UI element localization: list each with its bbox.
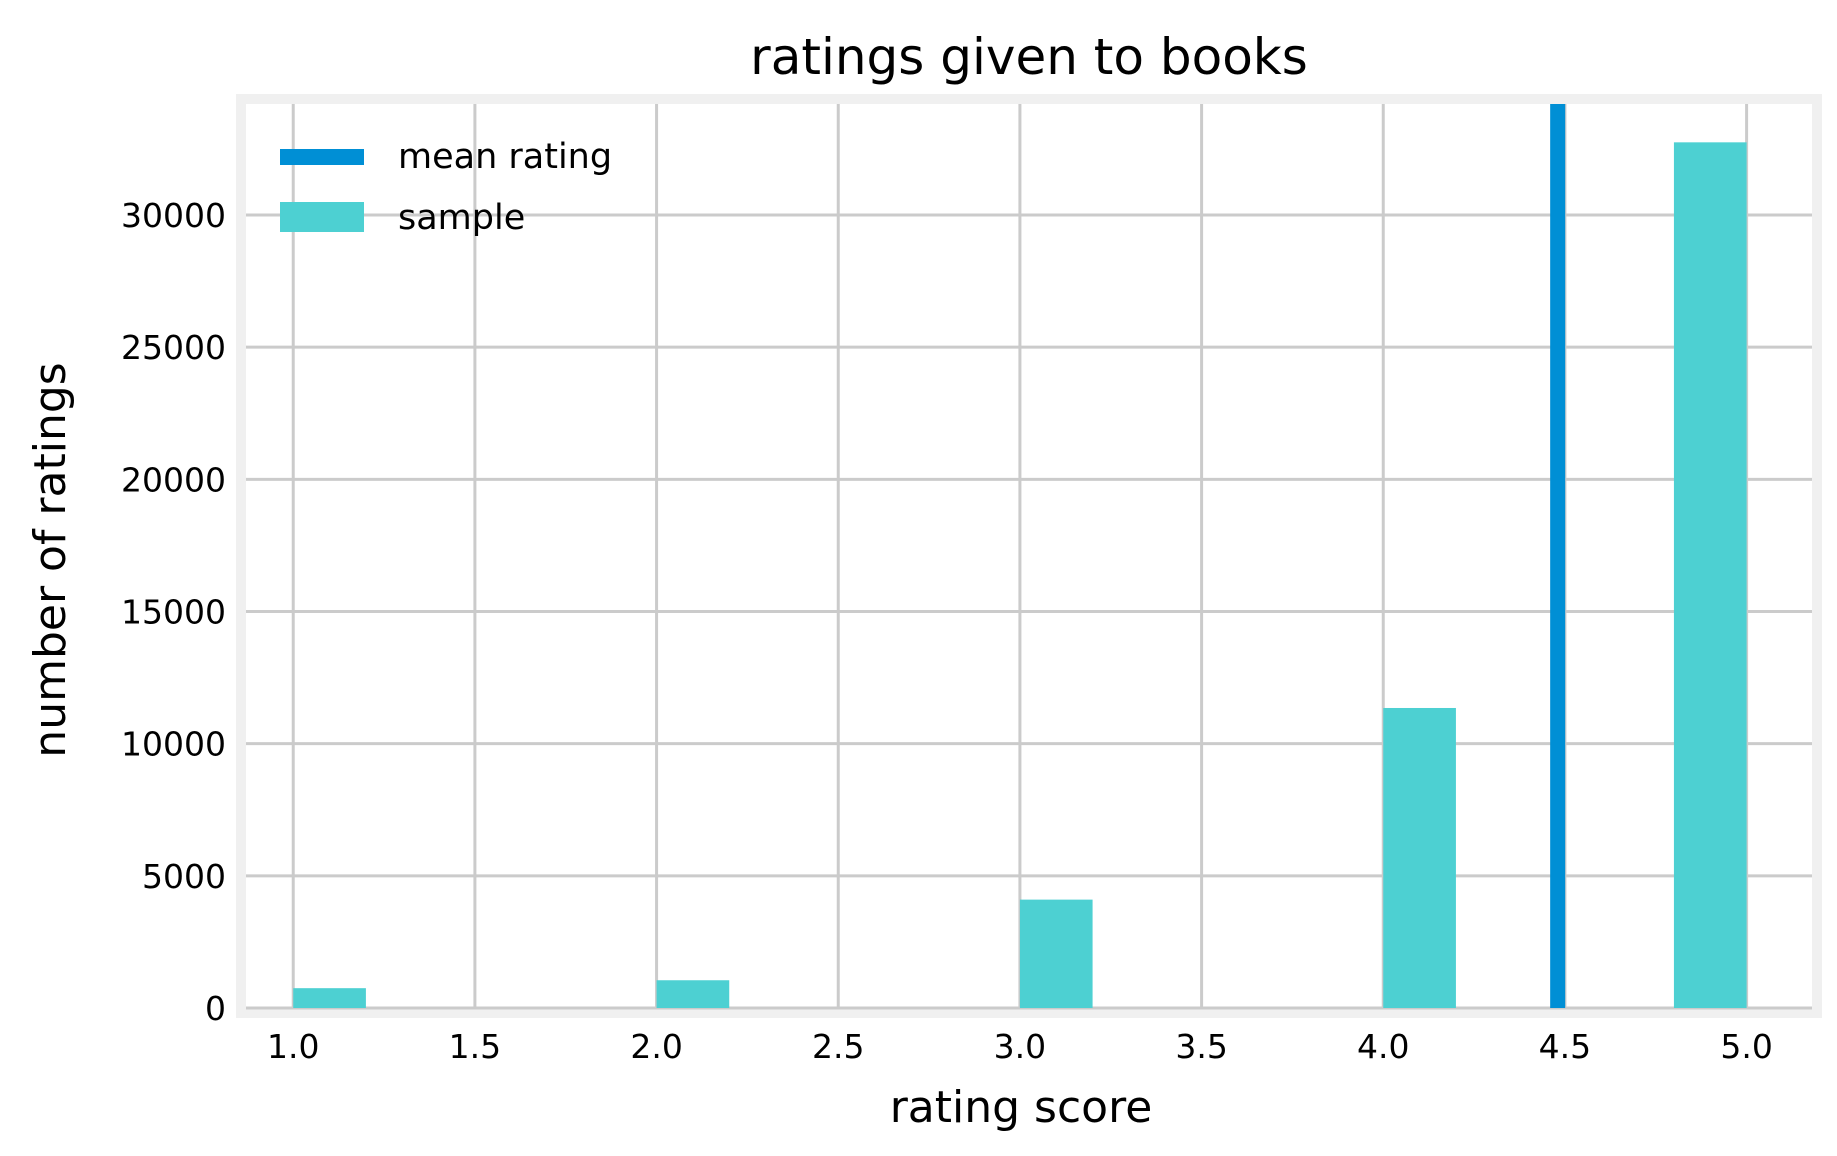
legend-swatch-sample xyxy=(280,202,364,232)
bar-2 xyxy=(1019,899,1093,1008)
y-tick-label-2: 10000 xyxy=(121,725,226,764)
y-tick-label-5: 25000 xyxy=(121,328,226,367)
y-tick-label-1: 5000 xyxy=(142,857,226,896)
y-tick-label-6: 30000 xyxy=(121,196,226,235)
x-tick-label-5: 3.5 xyxy=(1175,1027,1227,1066)
x-axis-label: rating score xyxy=(890,1082,1153,1133)
bar-1 xyxy=(656,980,730,1008)
legend: mean rating sample xyxy=(280,137,612,238)
y-tick-label-3: 15000 xyxy=(121,593,226,632)
legend-label-sample: sample xyxy=(398,198,525,238)
histogram-bars xyxy=(293,142,1747,1008)
plot-area xyxy=(246,104,1812,1008)
y-tick-label-0: 0 xyxy=(205,989,226,1028)
legend-swatch-mean-rating xyxy=(280,149,364,165)
x-tick-label-3: 2.5 xyxy=(812,1027,864,1066)
x-tick-label-8: 5.0 xyxy=(1720,1027,1772,1066)
legend-label-mean-rating: mean rating xyxy=(398,137,612,177)
x-tick-label-4: 3.0 xyxy=(994,1027,1046,1066)
chart-title: ratings given to books xyxy=(750,28,1308,86)
bar-3 xyxy=(1383,707,1456,1008)
x-tick-label-1: 1.5 xyxy=(449,1027,501,1066)
bar-0 xyxy=(293,988,366,1008)
y-tick-labels: 0 5000 10000 15000 20000 25000 30000 xyxy=(121,196,226,1028)
y-axis-label: number of ratings xyxy=(25,362,76,757)
x-tick-label-0: 1.0 xyxy=(267,1027,319,1066)
x-tick-label-6: 4.0 xyxy=(1357,1027,1409,1066)
x-tick-label-7: 4.5 xyxy=(1539,1027,1591,1066)
bar-4 xyxy=(1673,142,1747,1008)
y-tick-label-4: 20000 xyxy=(121,460,226,499)
x-tick-label-2: 2.0 xyxy=(630,1027,682,1066)
x-tick-labels: 1.0 1.5 2.0 2.5 3.0 3.5 4.0 4.5 5.0 xyxy=(267,1027,1773,1066)
